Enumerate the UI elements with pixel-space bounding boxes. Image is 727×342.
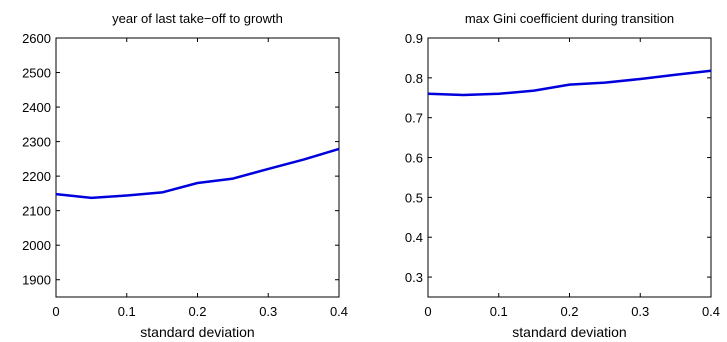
- x-tick-label: 0.1: [118, 304, 136, 319]
- x-axis-label: standard deviation: [512, 324, 626, 340]
- y-tick-label: 2200: [22, 169, 51, 184]
- x-tick-label: 0.4: [702, 304, 720, 319]
- series-line: [427, 69, 712, 97]
- x-tick-label: 0.1: [490, 304, 508, 319]
- y-tick-label: 0.4: [405, 230, 423, 245]
- x-tick-label: 0.3: [631, 304, 649, 319]
- chart-takeoff-year: 0 0.1 0.2 0.3 0.4 1900 2000 2100 2200 2300 2400 250…: [22, 11, 348, 340]
- x-tick-label: 0: [52, 304, 59, 319]
- x-axis-label: standard deviation: [140, 324, 254, 340]
- chart-title: year of last take−off to growth: [112, 11, 283, 26]
- y-tick-label: 2300: [22, 135, 51, 150]
- y-tick-label: 2000: [22, 238, 51, 253]
- axes-box: [427, 37, 712, 298]
- x-tick-label: 0.2: [560, 304, 578, 319]
- y-tick-label: 2600: [22, 31, 51, 46]
- axes-box: [55, 37, 340, 298]
- x-tick-label: 0.3: [259, 304, 277, 319]
- y-tick-label: 0.8: [405, 71, 423, 86]
- chart-title: max Gini coefficient during transition: [465, 11, 674, 26]
- y-tick-label: 1900: [22, 273, 51, 288]
- series-line: [55, 147, 340, 200]
- y-tick-label: 0.5: [405, 190, 423, 205]
- x-tick-label: 0.2: [188, 304, 206, 319]
- y-tick-label: 0.9: [405, 31, 423, 46]
- x-tick-label: 0: [424, 304, 431, 319]
- y-tick-label: 0.3: [405, 270, 423, 285]
- y-tick-label: 2400: [22, 100, 51, 115]
- y-tick-label: 0.7: [405, 111, 423, 126]
- chart-max-gini: 0 0.1 0.2 0.3 0.4 0.3 0.4 0.5 0.6 0.7 0.8 0.9 max Gi…: [405, 11, 720, 340]
- x-tick-label: 0.4: [330, 304, 348, 319]
- y-tick-label: 2100: [22, 204, 51, 219]
- y-tick-label: 2500: [22, 66, 51, 81]
- y-tick-label: 0.6: [405, 151, 423, 166]
